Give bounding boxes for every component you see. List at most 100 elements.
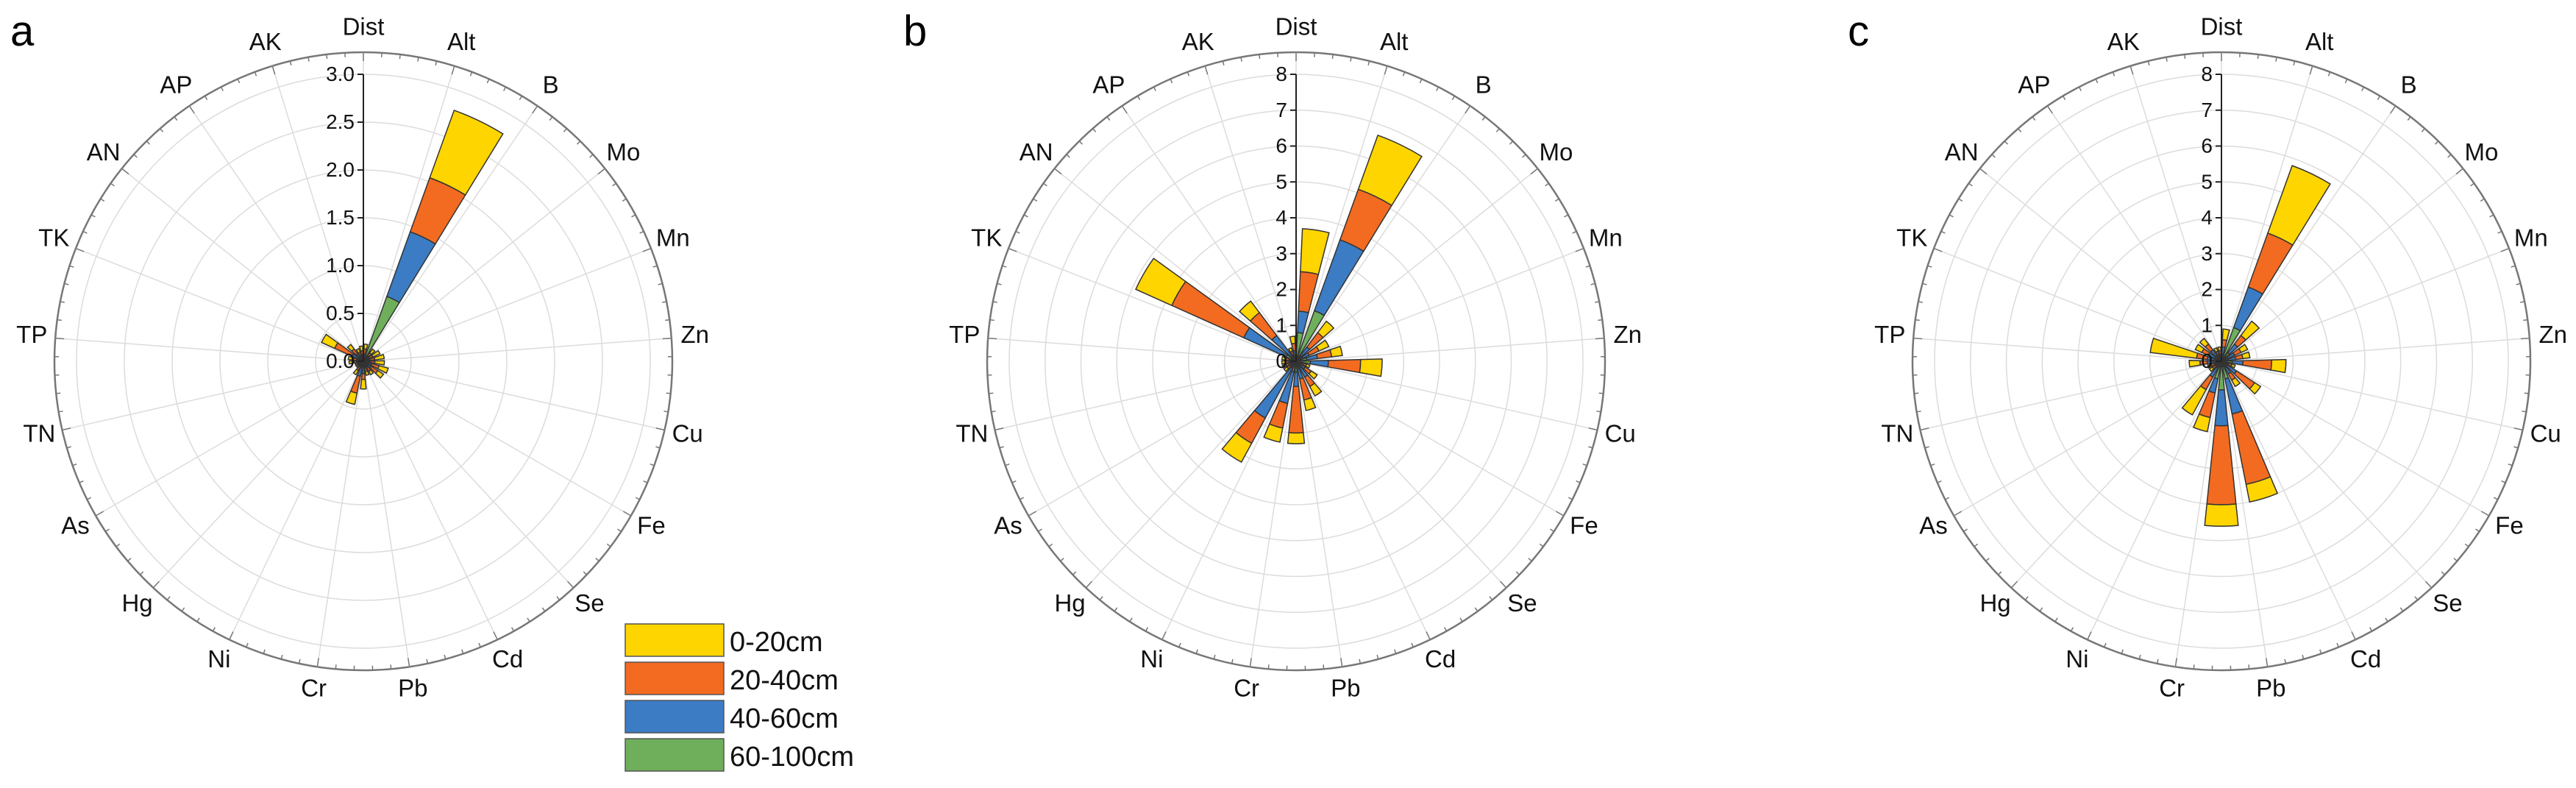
wedge-b-0-20cm bbox=[369, 348, 376, 355]
category-label-cr: Cr bbox=[1234, 675, 1259, 702]
outer-tick bbox=[87, 497, 92, 500]
grid-spoke bbox=[363, 361, 665, 431]
outer-tick bbox=[2104, 642, 2107, 647]
outer-tick bbox=[1240, 57, 1242, 62]
outer-tick bbox=[1411, 642, 1414, 647]
outer-tick bbox=[1985, 558, 1990, 562]
outer-tick bbox=[1585, 265, 1590, 268]
outer-tick bbox=[75, 247, 85, 252]
outer-tick bbox=[652, 265, 658, 268]
outer-tick bbox=[2441, 571, 2446, 575]
outer-tick bbox=[2275, 57, 2277, 62]
category-label-b: B bbox=[2401, 71, 2417, 98]
outer-tick bbox=[1384, 65, 1388, 75]
wedge-ak-0-20cm bbox=[1289, 336, 1296, 345]
outer-tick bbox=[1590, 283, 1595, 285]
radial-tick-label: 0 bbox=[2201, 349, 2213, 372]
wedge-cr-0-20cm bbox=[1263, 423, 1284, 443]
outer-tick bbox=[1937, 480, 1942, 483]
outer-tick bbox=[1545, 182, 1549, 187]
outer-tick bbox=[2493, 497, 2498, 500]
outer-tick bbox=[1419, 79, 1423, 84]
category-label-zn: Zn bbox=[2538, 321, 2567, 348]
legend-label-0-20cm: 0-20cm bbox=[730, 627, 823, 658]
wedge-tk-0-20cm bbox=[2194, 344, 2205, 354]
outer-tick bbox=[1588, 446, 1593, 449]
outer-tick bbox=[1204, 65, 1209, 75]
radial-tick-label: 2 bbox=[1275, 278, 1287, 301]
category-label-se: Se bbox=[574, 589, 604, 617]
wedge-cr-0-20cm bbox=[2192, 413, 2211, 433]
category-label-mo: Mo bbox=[2464, 138, 2498, 166]
outer-tick bbox=[1078, 141, 1083, 145]
outer-tick bbox=[335, 664, 337, 670]
grid-spoke bbox=[2221, 337, 2530, 362]
outer-tick bbox=[160, 128, 164, 132]
wedge-alt-20-40cm bbox=[2247, 232, 2294, 295]
outer-tick bbox=[1008, 247, 1017, 252]
outer-tick bbox=[1249, 658, 1252, 667]
grid-spoke bbox=[1295, 361, 1598, 431]
outer-tick bbox=[2327, 71, 2331, 77]
category-label-tn: TN bbox=[23, 419, 55, 447]
category-label-mn: Mn bbox=[2514, 224, 2548, 252]
outer-tick bbox=[408, 658, 410, 667]
outer-tick bbox=[2336, 642, 2339, 647]
outer-tick bbox=[1002, 265, 1007, 268]
outer-tick bbox=[469, 71, 473, 77]
wedge-as-0-20cm bbox=[2207, 363, 2213, 369]
outer-tick bbox=[229, 631, 234, 640]
grid-spoke bbox=[363, 361, 498, 640]
outer-tick bbox=[399, 54, 401, 60]
outer-tick bbox=[1331, 54, 1334, 60]
wedge-zn-0-20cm bbox=[2270, 358, 2287, 374]
grid-spoke bbox=[1161, 361, 1297, 640]
outer-tick bbox=[1474, 607, 1479, 612]
category-label-tk: TK bbox=[1896, 224, 1927, 252]
outer-tick bbox=[1499, 581, 1507, 589]
grid-spoke bbox=[363, 361, 410, 667]
legend-swatch-0-20cm bbox=[625, 623, 725, 657]
outer-tick bbox=[1958, 198, 1963, 202]
category-label-an: AN bbox=[1945, 138, 1979, 166]
legend-swatch-40-60cm bbox=[625, 700, 725, 734]
radial-tick-label: 2 bbox=[2201, 278, 2213, 301]
category-label-mn: Mn bbox=[656, 224, 690, 252]
outer-tick bbox=[95, 511, 104, 517]
grid-spoke bbox=[188, 105, 364, 362]
grid-spoke bbox=[2046, 105, 2222, 362]
category-label-tk: TK bbox=[38, 224, 69, 252]
wedge-dist-0-20cm bbox=[1300, 228, 1330, 275]
wedge-ak-0-20cm bbox=[2217, 346, 2222, 352]
wedge-ap-0-20cm bbox=[355, 347, 361, 354]
category-label-ni: Ni bbox=[1140, 645, 1163, 672]
radial-tick-label: 5 bbox=[2201, 170, 2213, 193]
outer-tick bbox=[1515, 571, 1520, 575]
outer-tick bbox=[79, 480, 84, 483]
outer-tick bbox=[2524, 392, 2529, 394]
radial-tick-label: 2.5 bbox=[326, 110, 355, 133]
category-label-se: Se bbox=[1507, 589, 1537, 617]
grid-spoke bbox=[363, 105, 538, 362]
outer-tick bbox=[1020, 497, 1025, 500]
outer-tick bbox=[1914, 392, 1919, 394]
wedge-mn-0-20cm bbox=[1329, 345, 1343, 358]
outer-tick bbox=[2112, 71, 2116, 77]
legend-label-60-100cm: 60-100cm bbox=[730, 742, 854, 773]
grid-spoke bbox=[1295, 168, 1538, 362]
wedge-pb-20-40cm bbox=[360, 372, 366, 380]
outer-tick bbox=[271, 65, 276, 75]
outer-tick bbox=[510, 627, 515, 632]
outer-tick bbox=[307, 57, 310, 62]
outer-tick bbox=[1554, 198, 1559, 202]
category-label-cd: Cd bbox=[2350, 645, 2381, 672]
radial-tick-label: 2.0 bbox=[326, 158, 355, 181]
outer-tick bbox=[2497, 230, 2502, 234]
grid-spoke bbox=[2010, 361, 2222, 589]
outer-tick bbox=[254, 71, 257, 77]
outer-tick bbox=[655, 446, 661, 449]
grid-spoke bbox=[2221, 361, 2490, 517]
category-label-mo: Mo bbox=[606, 138, 640, 166]
category-label-cu: Cu bbox=[672, 419, 703, 447]
